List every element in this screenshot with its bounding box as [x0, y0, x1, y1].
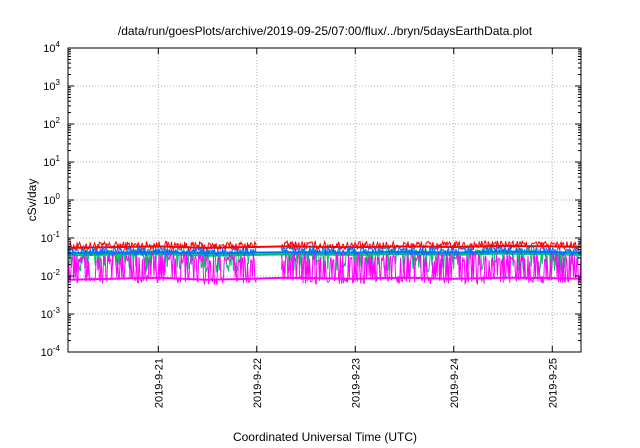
y-tick-labels: 10-4 10-3 10-2 10-1 100 101 102 103 104: [41, 40, 61, 359]
x-tick-label: 2019-9-21: [153, 358, 165, 408]
series-0-line: [67, 244, 582, 249]
series-3: [67, 252, 582, 286]
x-tick-labels: 2019-9-21 2019-9-22 2019-9-23 2019-9-24 2019…: [153, 358, 559, 408]
plot-frame: [67, 47, 582, 353]
y-tick-label: 10-2: [41, 268, 61, 283]
series-layer: [67, 239, 582, 286]
x-tick-label: 2019-9-24: [449, 358, 461, 408]
y-axis-label: cSv/day: [25, 179, 39, 222]
x-tick-label: 2019-9-25: [547, 358, 559, 408]
series-2-line: [67, 250, 582, 255]
y-tick-label: 101: [43, 154, 60, 169]
x-axis-label: Coordinated Universal Time (UTC): [233, 430, 417, 444]
grid-lines: [68, 48, 581, 352]
axis-ticks: [68, 47, 581, 353]
y-tick-label: 100: [43, 192, 60, 207]
y-tick-label: 10-3: [41, 306, 61, 321]
y-tick-label: 102: [43, 116, 60, 131]
x-tick-label: 2019-9-23: [350, 358, 362, 408]
series-3-line: [67, 276, 582, 281]
y-tick-label: 104: [43, 40, 60, 55]
series-2: [67, 245, 582, 258]
y-tick-label: 10-1: [41, 230, 61, 245]
y-tick-label: 10-4: [41, 344, 61, 359]
series-3-trace: [67, 252, 582, 286]
chart-title: /data/run/goesPlots/archive/2019-09-25/0…: [118, 24, 533, 38]
x-tick-label: 2019-9-22: [252, 358, 264, 408]
y-tick-label: 103: [43, 78, 60, 93]
